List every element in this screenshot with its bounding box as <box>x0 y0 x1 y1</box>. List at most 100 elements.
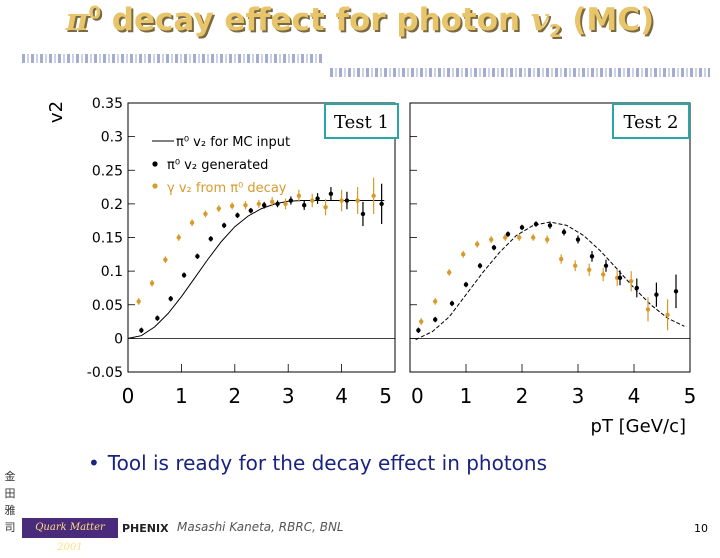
point-gamma-decay <box>355 198 360 203</box>
point-pi0-generated <box>302 203 307 208</box>
decorative-pattern-right <box>330 68 710 77</box>
point-gamma-decay <box>256 201 262 207</box>
side-logo-char: 雅 <box>4 504 16 517</box>
point-pi0-generated <box>235 213 240 218</box>
point-gamma-decay <box>587 267 592 272</box>
point-pi0-generated <box>463 282 469 287</box>
side-logo-char: 金 <box>4 470 16 483</box>
legend-label-input: π⁰ v₂ for MC input <box>176 135 290 150</box>
y-tick-label: 0 <box>114 331 123 347</box>
point-gamma-decay <box>433 299 438 304</box>
chart: v2 0.35 0.3 0.25 0.2 0.15 0.1 0.05 0 -0.05 0 1 2 3 4 5 T… <box>46 96 697 437</box>
point-gamma-decay <box>339 198 344 203</box>
point-gamma-decay <box>489 237 494 242</box>
point-pi0-generated <box>288 198 294 203</box>
bullet-point: • Tool is ready for the decay effect in p… <box>88 451 547 475</box>
point-gamma-decay <box>229 203 235 209</box>
legend-marker-generated <box>152 161 158 167</box>
point-gamma-decay <box>665 312 670 318</box>
legend-marker-decay <box>152 183 158 189</box>
title-text: decay effect for photon <box>101 2 531 38</box>
point-gamma-decay <box>645 307 651 312</box>
y-tick-label: 0.3 <box>101 130 123 146</box>
x-tick-label: 3 <box>572 384 585 408</box>
point-pi0-generated <box>634 285 639 291</box>
point-pi0-generated <box>195 254 200 259</box>
point-gamma-decay <box>176 235 181 240</box>
x-tick-label: 1 <box>175 384 188 408</box>
point-pi0-generated <box>505 231 511 237</box>
point-gamma-decay <box>573 263 578 268</box>
point-pi0-generated <box>315 196 320 201</box>
title-subscript: 2 <box>548 21 562 43</box>
point-pi0-generated <box>603 263 609 268</box>
x-axis-label: pT [GeV/c] <box>591 416 686 437</box>
x-tick-label: 0 <box>122 384 135 408</box>
point-pi0-generated <box>360 211 366 217</box>
panel-label-box <box>612 103 690 139</box>
point-pi0-generated <box>449 301 455 306</box>
point-gamma-decay <box>203 211 208 217</box>
side-logo-char: 田 <box>4 487 16 500</box>
point-pi0-generated <box>533 221 539 227</box>
y-tick-label: 0.25 <box>92 163 123 179</box>
point-gamma-decay <box>559 256 564 262</box>
point-pi0-generated <box>208 236 213 242</box>
panel-label-box <box>324 103 399 139</box>
point-gamma-decay <box>461 252 466 257</box>
point-gamma-decay <box>545 237 550 242</box>
x-tick-label: 2 <box>228 384 241 408</box>
point-gamma-decay <box>136 299 141 304</box>
bullet-text: Tool is ready for the decay effect in ph… <box>107 451 548 475</box>
point-gamma-decay <box>283 201 288 207</box>
legend-label-decay: γ v₂ from π⁰ decay <box>167 181 287 196</box>
y-tick-label: 0.1 <box>101 264 123 280</box>
point-pi0-generated <box>181 272 187 278</box>
point-pi0-generated <box>416 328 421 333</box>
point-pi0-generated <box>344 198 350 203</box>
point-pi0-generated <box>561 229 567 235</box>
point-gamma-decay <box>149 281 155 286</box>
y-tick-label: 0.2 <box>101 197 123 213</box>
experiment-logo: PHENIX <box>122 522 169 535</box>
point-pi0-generated <box>547 223 553 228</box>
side-logo: 金 田 雅 司 <box>2 468 18 536</box>
x-tick-label: 0 <box>411 384 424 408</box>
point-gamma-decay <box>310 198 315 203</box>
x-tick-label: 2 <box>516 384 529 408</box>
page-number: 10 <box>694 522 708 535</box>
point-gamma-decay <box>517 235 522 240</box>
bullet-icon: • <box>88 451 100 475</box>
x-tick-label: 4 <box>628 384 641 408</box>
point-pi0-generated <box>654 292 659 297</box>
point-gamma-decay <box>447 270 452 275</box>
point-pi0-generated <box>139 328 144 333</box>
point-gamma-decay <box>296 193 302 199</box>
title-mc: (MC) <box>561 2 655 38</box>
slide-title: π0 decay effect for photon v2 (MC) <box>0 2 720 42</box>
point-pi0-generated <box>275 201 280 207</box>
point-gamma-decay <box>371 193 376 199</box>
y-axis-label: v2 <box>46 101 67 123</box>
point-gamma-decay <box>503 235 508 240</box>
point-pi0-generated <box>168 296 173 301</box>
y-tick-label: -0.05 <box>87 365 123 381</box>
point-gamma-decay <box>216 206 221 211</box>
y-tick-label: 0.35 <box>92 96 123 112</box>
point-pi0-generated <box>221 223 227 228</box>
panel-label: Test 2 <box>624 112 679 133</box>
footer-author: Masashi Kaneta, RBRC, BNL <box>177 520 344 534</box>
x-tick-label: 5 <box>684 384 697 408</box>
point-pi0-generated <box>477 263 483 268</box>
point-gamma-decay <box>601 272 606 277</box>
point-gamma-decay <box>189 220 195 225</box>
point-gamma-decay <box>475 242 480 247</box>
point-gamma-decay <box>163 257 168 262</box>
panel-frame <box>409 102 691 373</box>
point-pi0-generated <box>433 317 438 322</box>
point-pi0-generated <box>328 191 334 196</box>
series-line-mc-input <box>127 200 385 339</box>
x-tick-label: 3 <box>282 384 295 408</box>
x-tick-label: 5 <box>379 384 392 408</box>
point-gamma-decay <box>269 199 275 205</box>
